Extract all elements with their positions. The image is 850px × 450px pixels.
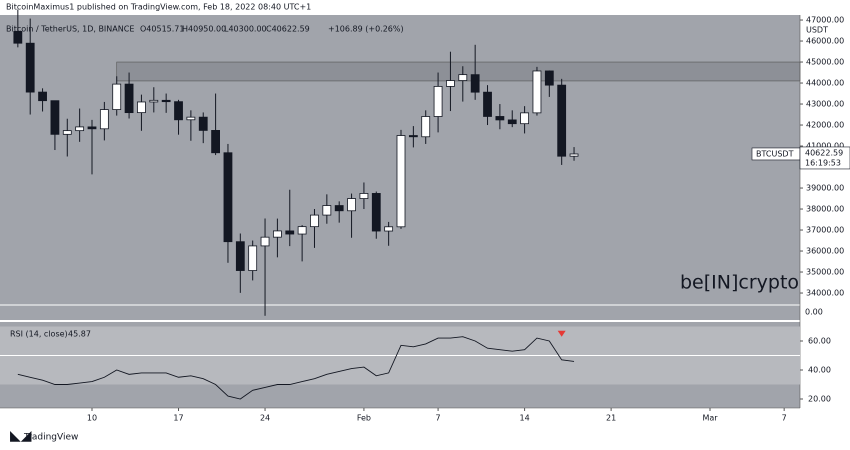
x-tick-label: Feb — [357, 414, 371, 423]
candle-body — [137, 101, 146, 114]
candle-body — [50, 100, 60, 135]
y-tick-label: 46000.00 — [806, 37, 844, 46]
candle-body — [87, 126, 97, 130]
candle-body — [557, 84, 567, 157]
candle-body — [285, 230, 295, 235]
candle-body — [186, 116, 196, 121]
ohlc-text: H40950.00 — [182, 25, 226, 34]
x-tick-label: 24 — [260, 414, 270, 423]
y-tick-label: 42000.00 — [806, 121, 844, 130]
price-box — [799, 146, 850, 170]
ohlc-text: +106.89 (+0.26%) — [328, 25, 404, 34]
candle-body — [433, 85, 443, 117]
rsi-tick-label: 20.00 — [808, 395, 831, 404]
x-tick-label: 7 — [782, 414, 787, 423]
ohlc-text: C40622.59 — [266, 25, 310, 34]
published-text: BitcoinMaximus1 published on TradingView… — [6, 3, 311, 12]
x-tick-label: 14 — [520, 414, 530, 423]
candle-body — [384, 226, 394, 232]
y-tick-label: 39000.00 — [806, 184, 844, 193]
candle-body — [25, 42, 35, 93]
candle-body — [124, 83, 134, 114]
x-tick-label: 7 — [436, 414, 441, 423]
candle-body — [359, 193, 369, 199]
price-axis — [800, 15, 850, 408]
last-price-label: 40622.59 — [805, 148, 843, 157]
chart-title: Bitcoin / TetherUS, 1D, BINANCE — [6, 25, 134, 34]
x-tick-label: 17 — [173, 414, 183, 423]
volume-scale-label: 0.00 — [805, 308, 823, 317]
candle-body — [174, 101, 183, 121]
candle-body — [569, 153, 579, 157]
candle-body — [495, 116, 505, 121]
candle-body — [235, 241, 245, 271]
candle-body — [458, 74, 468, 81]
candle-body — [347, 198, 356, 212]
y-tick-label: 47000.00 — [806, 16, 844, 25]
rsi-line — [17, 336, 575, 400]
candle-body — [470, 74, 480, 93]
candle-body — [112, 83, 122, 111]
countdown: 16:19:53 — [805, 158, 841, 167]
candle-body — [507, 119, 517, 125]
candle-body — [272, 230, 282, 238]
candle-body — [161, 99, 171, 103]
y-tick-label: 37000.00 — [806, 226, 844, 235]
y-tick-label: 34000.00 — [806, 289, 844, 298]
candle-body — [421, 116, 431, 138]
candle-body — [260, 236, 270, 247]
candle-body — [396, 135, 406, 228]
rsi-tick-label: 40.00 — [808, 366, 831, 375]
candle-body — [322, 205, 332, 216]
signal-arrow — [557, 330, 566, 337]
candle-body — [223, 152, 233, 243]
rsi-tick-label: 60.00 — [808, 336, 831, 345]
candle-body — [248, 245, 258, 271]
currency: USDT — [806, 26, 828, 35]
ohlc-text: O40515.71 — [140, 25, 184, 34]
candle-body — [544, 70, 554, 86]
candle-body — [149, 99, 159, 103]
tv-logo: ◣◢ — [10, 428, 32, 444]
x-tick-label: 10 — [87, 414, 97, 423]
y-tick-label: 35000.00 — [806, 268, 844, 277]
rsi-label: RSI (14, close) — [10, 330, 68, 339]
candle-body — [62, 130, 72, 135]
candle-body — [334, 205, 344, 212]
candle-body — [532, 70, 542, 114]
candle-body — [520, 112, 529, 125]
ohlc-text: L40300.00 — [224, 25, 267, 34]
candle-body — [310, 214, 319, 228]
candle-body — [446, 80, 455, 87]
y-tick-label: 44000.00 — [806, 79, 844, 88]
candle-body — [38, 91, 47, 102]
candle-body — [483, 91, 492, 117]
y-tick-label: 38000.00 — [806, 205, 844, 214]
y-tick-label: 36000.00 — [806, 247, 844, 256]
candle-body — [198, 116, 208, 131]
candle-body — [99, 109, 109, 130]
watermark: be[IN]crypto — [680, 272, 799, 294]
candle-body — [211, 130, 221, 154]
y-tick-label: 45000.00 — [806, 58, 844, 67]
candle-body — [297, 226, 307, 235]
y-tick-label: 43000.00 — [806, 100, 844, 109]
resistance-zone — [116, 61, 801, 82]
candle-body — [371, 193, 381, 232]
brand: TradingView — [23, 433, 78, 443]
x-tick-label: Mar — [702, 414, 718, 423]
y-tick-label: 41000.00 — [806, 142, 844, 151]
symbol-label: BTCUSDT — [756, 149, 794, 158]
x-tick-label: 21 — [606, 414, 616, 423]
candle-body — [13, 31, 23, 44]
candle-body — [75, 126, 85, 132]
rsi-last-label: 45.87 — [68, 330, 91, 339]
candle-body — [408, 135, 418, 138]
